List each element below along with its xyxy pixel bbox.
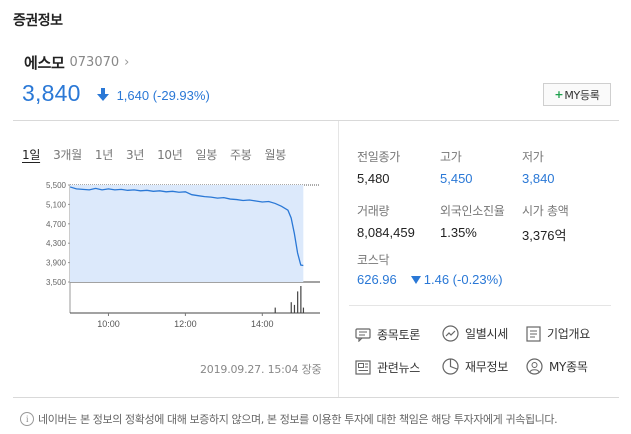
high: 고가 5,450 (440, 148, 473, 186)
disclaimer: i 네이버는 본 정보의 정확성에 대해 보증하지 않으며, 본 정보를 이용한… (20, 411, 558, 427)
market-cap: 시가 총액 3,376억 (522, 202, 569, 244)
y-tick-label: 3,500 (46, 278, 67, 287)
user-icon (526, 358, 543, 375)
volume-label: 거래량 (357, 204, 390, 218)
price-change: 1,640 (-29.93%) (116, 88, 210, 103)
divider (349, 305, 611, 306)
plus-icon: + (554, 88, 564, 101)
high-value: 5,450 (440, 171, 473, 186)
y-tick-label: 4,300 (46, 239, 67, 248)
link-daily-price-label: 일별시세 (465, 327, 508, 341)
divider (13, 120, 619, 121)
volume-bar (290, 302, 292, 313)
current-price: 3,840 (22, 80, 81, 106)
link-discussion-label: 종목토론 (377, 328, 420, 342)
news-icon (355, 360, 371, 375)
prev-close: 전일종가 5,480 (357, 148, 400, 186)
tab-0[interactable]: 1일 (22, 148, 41, 162)
price-row: 3,840 1,640 (-29.93%) (22, 80, 210, 107)
tab-2[interactable]: 1년 (94, 148, 113, 162)
link-news[interactable]: 관련뉴스 (355, 359, 420, 376)
low-value: 3,840 (522, 171, 555, 186)
volume-bar (293, 304, 296, 313)
tab-7[interactable]: 월봉 (264, 148, 286, 162)
tab-3[interactable]: 3년 (125, 148, 145, 162)
link-my-stock-label: MY종목 (549, 360, 588, 374)
low: 저가 3,840 (522, 148, 555, 186)
index-value: 626.96 (357, 272, 397, 287)
stock-header[interactable]: 에스모 073070 › (24, 52, 129, 73)
chat-icon (355, 327, 371, 342)
volume-bar (302, 307, 305, 313)
volume: 거래량 8,084,459 (357, 202, 415, 240)
market-cap-value: 3,376억 (522, 228, 567, 243)
pie-chart-icon (442, 358, 459, 375)
stock-code: 073070 (69, 55, 120, 70)
stock-name[interactable]: 에스모 (24, 54, 65, 72)
trend-chart-icon (442, 325, 459, 342)
my-register-button[interactable]: + MY등록 (543, 83, 611, 106)
link-finance-label: 재무정보 (465, 360, 508, 374)
index-label[interactable]: 코스닥 (357, 253, 390, 267)
price-chart: 5,500 5,100 4,700 4,300 3,900 3,500 10:00 12:00… (46, 181, 320, 329)
index-change-value: 1.46 (-0.23%) (423, 272, 503, 287)
timestamp: 2019.09.27. 15:04 장중 (200, 363, 322, 376)
y-tick-label: 3,900 (46, 259, 67, 268)
tab-4[interactable]: 10년 (157, 148, 183, 162)
prev-close-label: 전일종가 (357, 150, 400, 164)
chart-area-fill (70, 185, 304, 282)
y-tick-label: 5,100 (46, 200, 67, 209)
link-my-stock[interactable]: MY종목 (526, 358, 588, 375)
my-register-label: MY등록 (564, 88, 600, 102)
x-tick-label: 12:00 (174, 319, 197, 329)
link-finance[interactable]: 재무정보 (442, 358, 508, 375)
y-tick-label: 4,700 (46, 220, 67, 229)
link-company-label: 기업개요 (547, 327, 590, 341)
link-company[interactable]: 기업개요 (526, 325, 590, 342)
triangle-down-icon (410, 275, 421, 284)
foreign-rate-value: 1.35% (440, 225, 477, 240)
chevron-right-icon[interactable]: › (124, 55, 130, 70)
tab-1[interactable]: 3개월 (53, 148, 82, 162)
link-news-label: 관련뉴스 (377, 361, 420, 375)
low-label: 저가 (522, 150, 544, 164)
period-tabs: 1일 3개월 1년 3년 10년 일봉 주봉 월봉 (22, 146, 299, 163)
y-tick-label: 5,500 (46, 181, 67, 190)
disclaimer-text: 네이버는 본 정보의 정확성에 대해 보증하지 않으며, 본 정보를 이용한 투… (38, 413, 558, 426)
arrow-down-icon (96, 88, 109, 101)
market-cap-label: 시가 총액 (522, 204, 569, 218)
divider (338, 121, 339, 397)
volume-bar (274, 307, 276, 313)
link-discussion[interactable]: 종목토론 (355, 326, 420, 343)
tab-5[interactable]: 일봉 (195, 148, 217, 162)
index-label-wrap: 코스닥 (357, 251, 390, 268)
index-value-row: 626.96 1.46 (-0.23%) (357, 272, 503, 287)
tab-6[interactable]: 주봉 (229, 148, 252, 162)
document-icon (526, 325, 541, 342)
divider (13, 397, 619, 398)
volume-bar (300, 286, 302, 313)
x-tick-label: 10:00 (97, 319, 120, 329)
link-daily-price[interactable]: 일별시세 (442, 325, 508, 342)
volume-bar (297, 291, 299, 313)
foreign-rate-label: 외국인소진율 (440, 204, 505, 218)
volume-value: 8,084,459 (357, 225, 415, 240)
section-title: 증권정보 (13, 13, 63, 29)
price-line (69, 186, 304, 267)
x-tick-label: 14:00 (251, 319, 274, 329)
index-change: 1.46 (-0.23%) (410, 272, 503, 287)
info-icon: i (20, 412, 34, 426)
high-label: 고가 (440, 150, 462, 164)
foreign-rate: 외국인소진율 1.35% (440, 202, 505, 240)
prev-close-value: 5,480 (357, 171, 390, 186)
